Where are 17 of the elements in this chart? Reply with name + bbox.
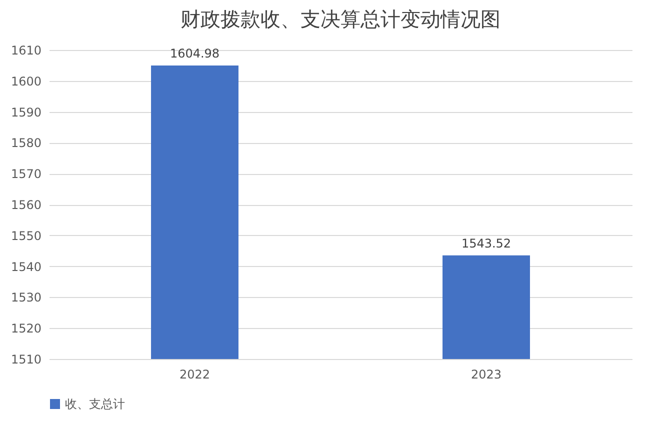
x-tick-label: 2023 — [470, 368, 502, 382]
y-tick-label: 1540 — [10, 260, 42, 274]
chart-title: 财政拨款收、支决算总计变动情况图 — [180, 7, 500, 31]
y-tick-label: 1600 — [10, 74, 42, 88]
y-tick-label: 1590 — [10, 105, 42, 120]
y-tick-label: 1530 — [10, 290, 42, 305]
y-tick-label: 1510 — [10, 352, 42, 366]
y-tick-label: 1580 — [10, 136, 42, 150]
legend-label: 收、支总计 — [65, 397, 125, 411]
y-tick-label: 1560 — [10, 198, 42, 212]
x-tick-label: 2022 — [179, 368, 210, 382]
y-tick-label: 1550 — [10, 228, 42, 243]
y-tick-label: 1520 — [10, 322, 42, 336]
data-label: 1543.52 — [461, 236, 512, 250]
y-tick-label: 1610 — [10, 44, 42, 58]
y-tick-label: 1570 — [10, 167, 42, 182]
data-label: 1604.98 — [170, 46, 220, 61]
